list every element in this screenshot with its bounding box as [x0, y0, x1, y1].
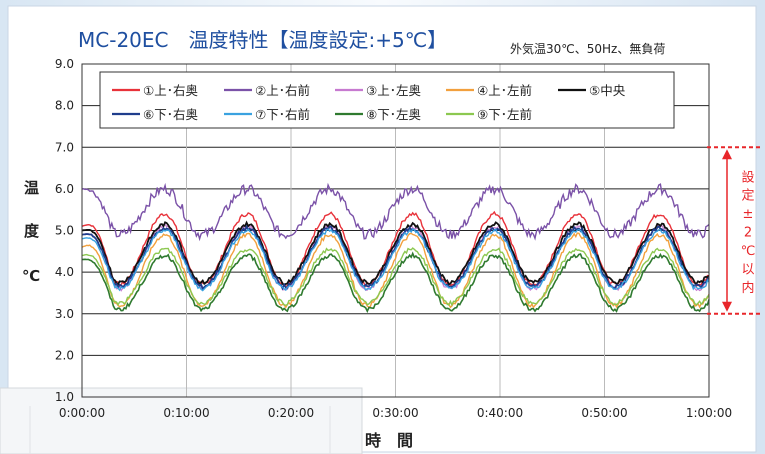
band-label: 設定± 2 ℃以内: [741, 169, 756, 295]
series-line: [81, 228, 710, 292]
plot-frame: [81, 63, 710, 398]
x-tick-label: 0:00:00: [59, 406, 105, 420]
x-tick-label: 0:50:00: [581, 406, 627, 420]
y-tick-label: 9.0: [55, 57, 74, 71]
y-tick-label: 7.0: [55, 140, 74, 154]
y-tick-label: 8.0: [55, 99, 74, 113]
y-label-1: 温: [24, 179, 39, 197]
band-label-text: 設定± 2 ℃以内: [741, 169, 756, 295]
y-tick-label: 4.0: [55, 265, 74, 279]
y-tick-label: 1.0: [55, 390, 74, 404]
legend-label: ⑥下･右奥: [143, 107, 198, 122]
legend-label: ⑤中央: [589, 83, 626, 98]
chart-subtitle: 外気温30℃、50Hz、無負荷: [510, 41, 665, 56]
x-tick-label: 0:30:00: [372, 406, 418, 420]
x-tick-label: 0:10:00: [163, 406, 209, 420]
series-line: [81, 247, 710, 307]
tolerance-band: 設定± 2 ℃以内: [707, 146, 760, 315]
overlap-panel: [0, 387, 363, 454]
band-arrow-down-icon: [722, 301, 732, 312]
band-arrow-up-icon: [722, 149, 732, 160]
series-line: [81, 220, 710, 286]
series-line: [81, 251, 710, 314]
legend-label: ⑦下･右前: [255, 107, 310, 122]
legend-items: ①上･右奥 ②上･右前 ③上･左奥 ④上･左前 ⑤中央 ⑥下･右奥 ⑦下･右前 ⑧下･左奥 ⑨下…: [112, 83, 626, 122]
chart-title: MC-20EC 温度特性【温度設定:+5℃】: [78, 28, 447, 52]
legend-label: ③上･左奥: [366, 83, 421, 98]
y-label-3: ℃: [22, 267, 40, 285]
x-tick-label: 0:40:00: [477, 406, 523, 420]
legend-label: ⑨下･左前: [477, 107, 532, 122]
y-tick-label: 2.0: [55, 348, 74, 362]
legend-label: ②上･右前: [255, 83, 310, 98]
y-tick-label: 5.0: [55, 224, 74, 238]
y-tick-label: 6.0: [55, 182, 74, 196]
legend-label: ①上･右奥: [143, 83, 198, 98]
legend-label: ⑧下･左奥: [366, 107, 421, 122]
y-label-2: 度: [24, 222, 40, 240]
series-lines: [81, 182, 710, 314]
series-line: [81, 182, 710, 242]
x-tick-label: 0:20:00: [268, 406, 314, 420]
x-tick-label: 1:00:00: [686, 406, 732, 420]
legend: [99, 71, 675, 129]
y-tick-label: 3.0: [55, 307, 74, 321]
tick-labels: 1.0 2.0 3.0 4.0 5.0 6.0 7.0 8.0 9.0 0:00:00 0:10:0…: [55, 57, 732, 420]
series-line: [81, 224, 710, 291]
legend-label: ④上･左前: [477, 83, 532, 98]
x-axis-label: 時 間: [365, 431, 413, 450]
